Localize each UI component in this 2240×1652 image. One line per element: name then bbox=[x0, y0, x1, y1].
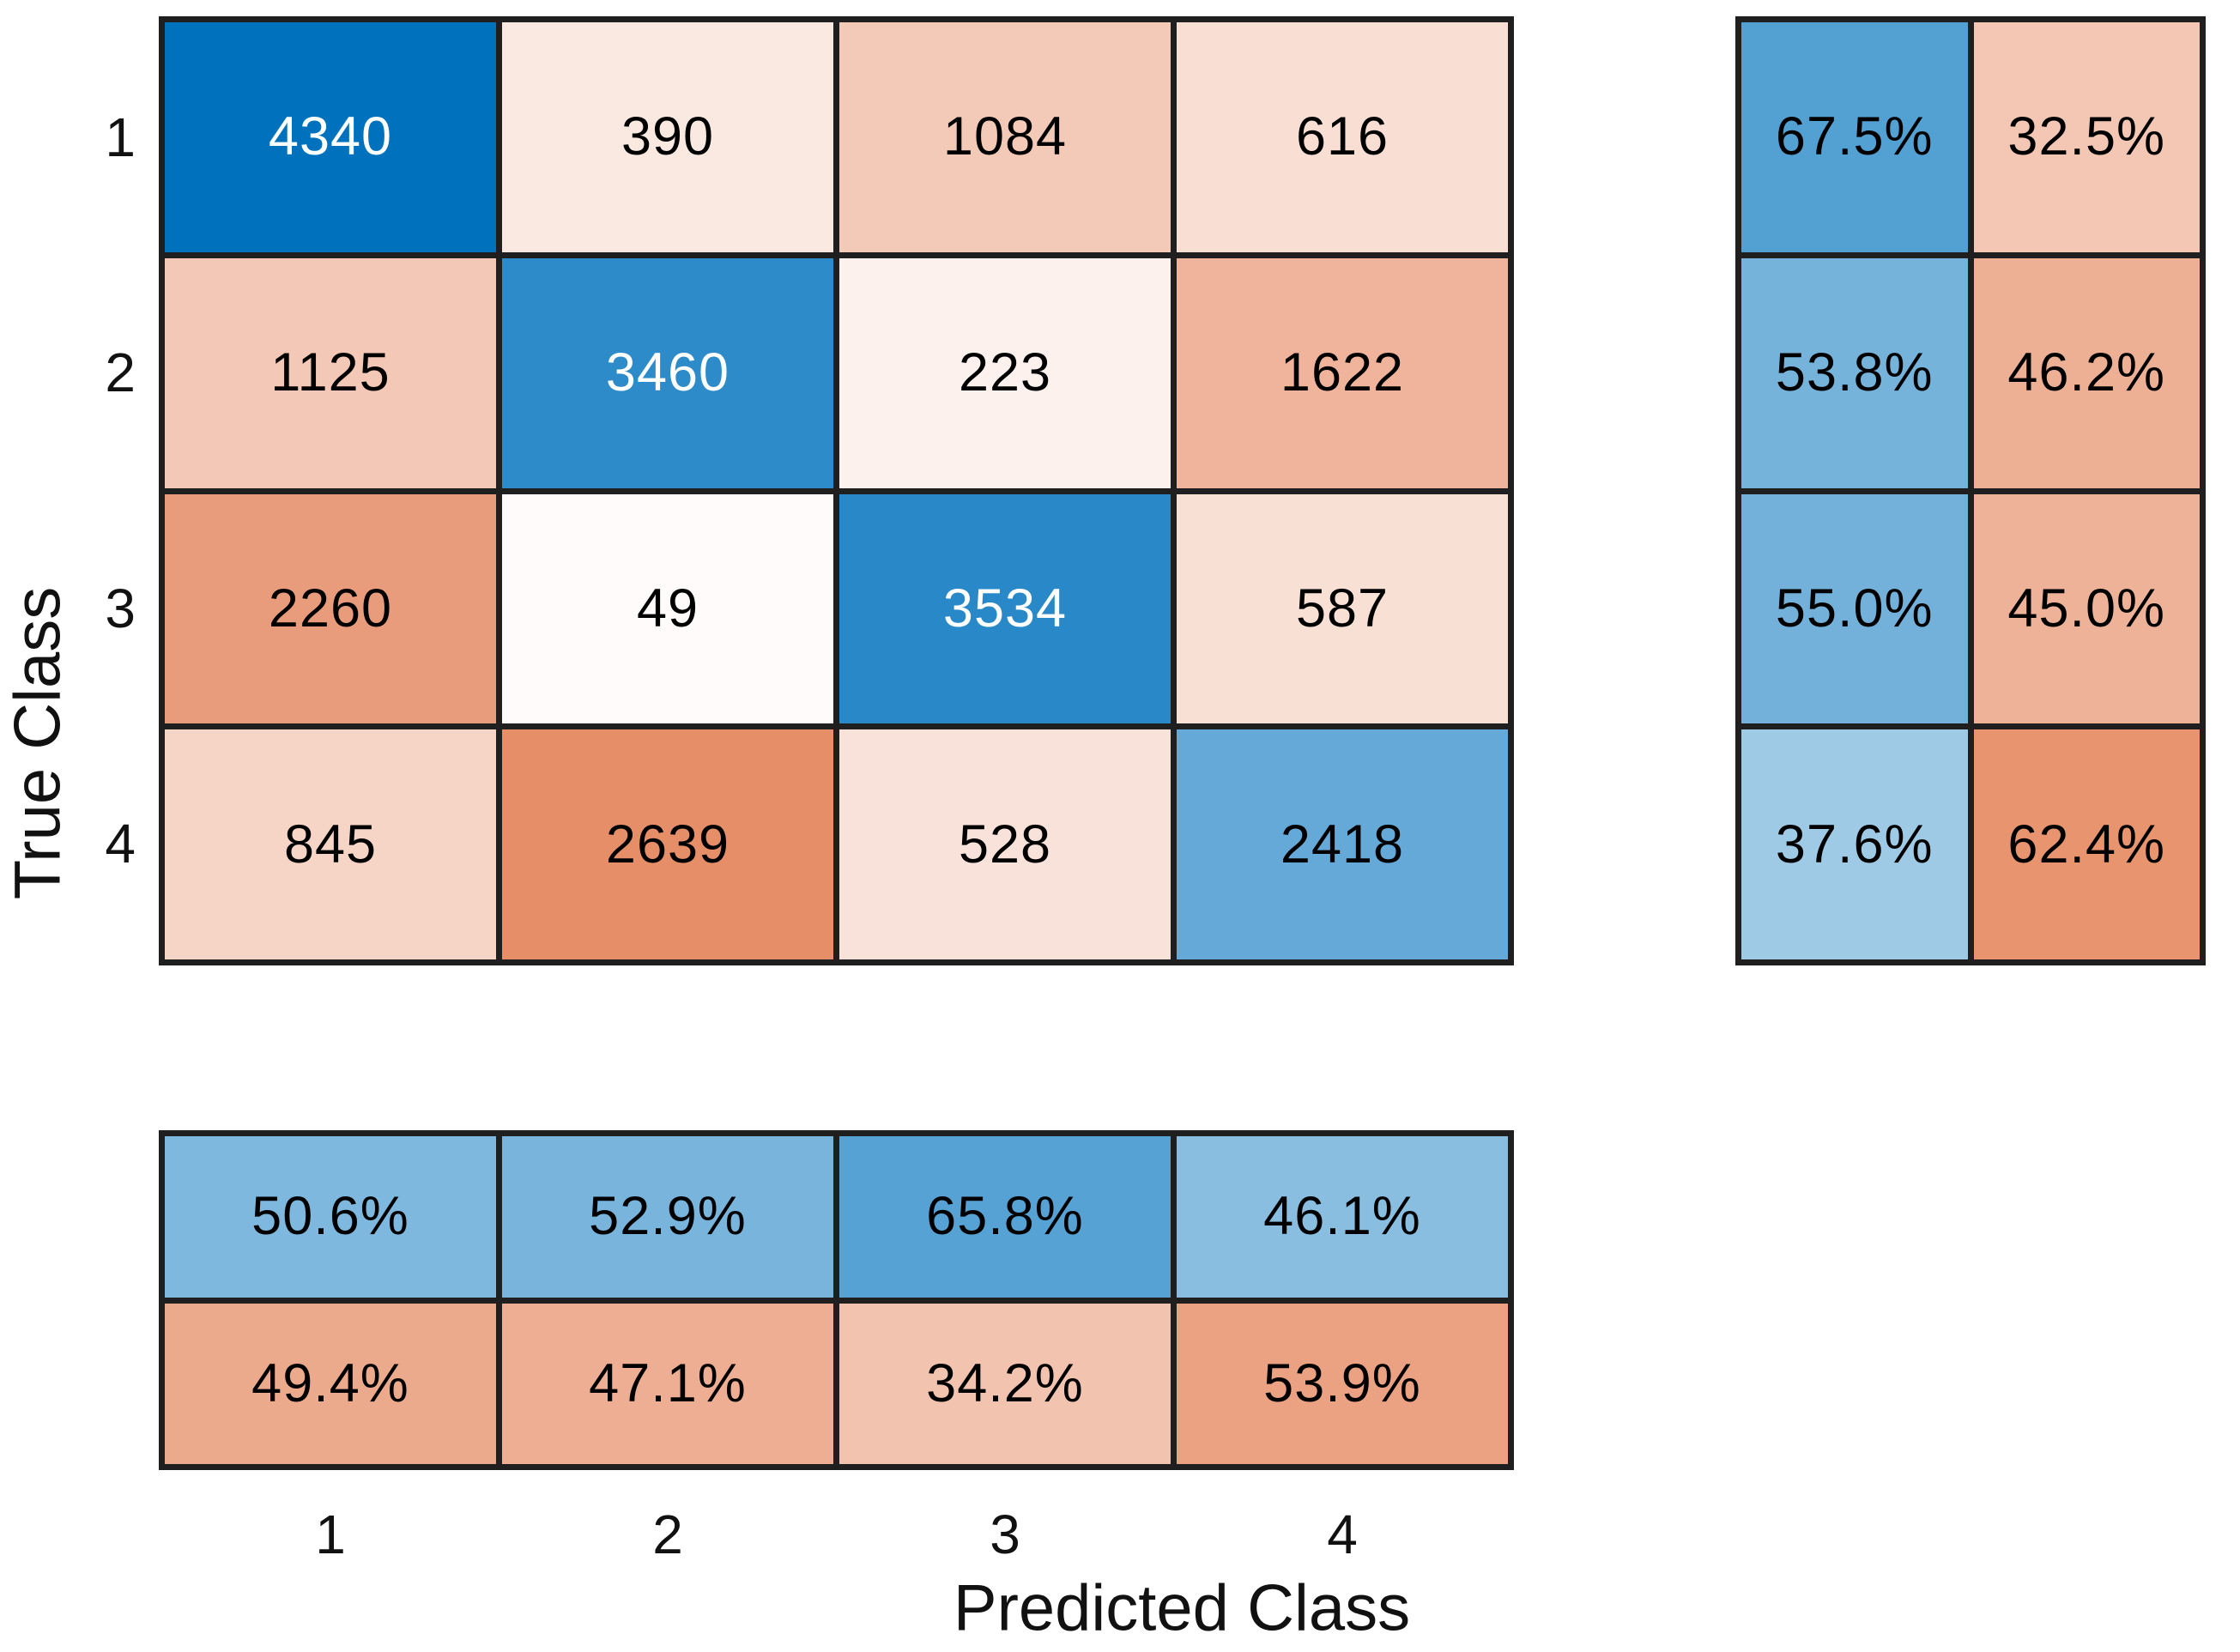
matrix-cell: 1084 bbox=[839, 22, 1171, 252]
row-summary-grid: 67.5% 32.5% 53.8% 46.2% 55.0% 45.0% 37.6% 62.4% bbox=[1735, 16, 2206, 965]
matrix-cell: 3534 bbox=[839, 493, 1171, 724]
matrix-cell: 528 bbox=[839, 729, 1171, 959]
matrix-cell: 49.4% bbox=[165, 1303, 496, 1464]
matrix-cell: 223 bbox=[839, 257, 1171, 488]
y-tick-label: 1 bbox=[105, 106, 136, 168]
matrix-cell: 67.5% bbox=[1741, 22, 1968, 252]
matrix-cell: 62.4% bbox=[1973, 729, 2200, 959]
matrix-cell: 50.6% bbox=[165, 1136, 496, 1298]
matrix-cell: 587 bbox=[1177, 493, 1508, 724]
matrix-cell: 3460 bbox=[502, 257, 833, 488]
matrix-cell: 845 bbox=[165, 729, 496, 959]
matrix-cell: 1622 bbox=[1177, 257, 1508, 488]
x-tick-label: 2 bbox=[652, 1504, 683, 1565]
matrix-cell: 49 bbox=[502, 493, 833, 724]
x-tick-label: 1 bbox=[315, 1504, 346, 1565]
matrix-cell: 65.8% bbox=[839, 1136, 1171, 1298]
matrix-cell: 2260 bbox=[165, 493, 496, 724]
column-summary-grid: 50.6% 52.9% 65.8% 46.1% 49.4% 47.1% 34.2% 53.9% bbox=[159, 1130, 1514, 1470]
matrix-cell: 53.9% bbox=[1177, 1303, 1508, 1464]
matrix-cell: 53.8% bbox=[1741, 257, 1968, 488]
y-tick-label: 2 bbox=[105, 342, 136, 403]
x-tick-label: 3 bbox=[990, 1504, 1020, 1565]
matrix-cell: 32.5% bbox=[1973, 22, 2200, 252]
x-axis-label: Predicted Class bbox=[953, 1571, 1411, 1645]
matrix-cell: 47.1% bbox=[502, 1303, 833, 1464]
confusion-matrix-grid: 4340 390 1084 616 1125 3460 223 1622 2260 49 3534 5… bbox=[159, 16, 1514, 965]
y-tick-label: 3 bbox=[105, 578, 136, 639]
matrix-cell: 390 bbox=[502, 22, 833, 252]
matrix-cell: 616 bbox=[1177, 22, 1508, 252]
matrix-cell: 45.0% bbox=[1973, 493, 2200, 724]
matrix-cell: 2639 bbox=[502, 729, 833, 959]
matrix-cell: 2418 bbox=[1177, 729, 1508, 959]
matrix-cell: 46.1% bbox=[1177, 1136, 1508, 1298]
matrix-cell: 52.9% bbox=[502, 1136, 833, 1298]
x-tick-label: 4 bbox=[1327, 1504, 1358, 1565]
matrix-cell: 4340 bbox=[165, 22, 496, 252]
matrix-cell: 46.2% bbox=[1973, 257, 2200, 488]
matrix-cell: 1125 bbox=[165, 257, 496, 488]
matrix-cell: 55.0% bbox=[1741, 493, 1968, 724]
y-tick-label: 4 bbox=[105, 813, 136, 874]
matrix-cell: 37.6% bbox=[1741, 729, 1968, 959]
matrix-cell: 34.2% bbox=[839, 1303, 1171, 1464]
